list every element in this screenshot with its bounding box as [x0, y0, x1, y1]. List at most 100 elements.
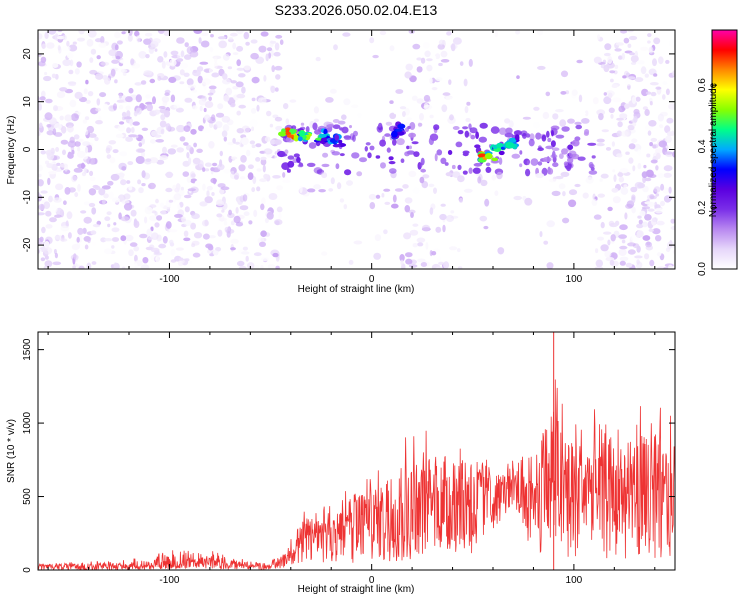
spectrogram-cell	[379, 30, 387, 36]
spectrogram-cell	[508, 120, 514, 128]
spectrogram-cell	[308, 142, 317, 149]
spectrogram-cell	[368, 193, 377, 200]
spectrogram-cell	[438, 62, 443, 67]
spectrogram-cell	[154, 134, 162, 138]
spectrogram-cell	[406, 145, 410, 150]
spectrogram-cell	[619, 224, 628, 231]
spectrogram-cell	[279, 153, 288, 157]
spectrogram-cell	[419, 162, 423, 167]
spectrogram-cell	[111, 237, 120, 242]
spectrogram-cell	[73, 253, 77, 260]
spectrogram-cell	[251, 144, 256, 149]
spectrogram-cell	[400, 158, 405, 163]
spectrogram-cell	[67, 52, 74, 59]
spectrogram-cell	[240, 155, 247, 163]
spectrogram-cell	[143, 70, 153, 76]
spectrogram-cell	[197, 75, 203, 84]
spectrogram-cell	[223, 136, 227, 142]
spectrogram-cell	[204, 196, 213, 204]
spectrogram-cell	[86, 125, 95, 134]
spectrogram-cell	[330, 177, 335, 185]
spectrogram-cell	[145, 54, 150, 59]
spectrogram-cell	[113, 103, 117, 111]
spectrogram-cell	[206, 190, 210, 197]
spectrogram-cell	[375, 194, 381, 199]
spectrogram-cell	[236, 45, 244, 52]
spectrogram-cell	[546, 130, 550, 138]
spectrogram-cell	[204, 162, 212, 167]
spectrogram-cell	[275, 265, 280, 269]
spectrogram-cell	[82, 119, 88, 124]
spectrogram-cell	[78, 265, 85, 269]
spectrogram-cell	[266, 110, 272, 117]
spectrogram-cell	[648, 120, 657, 127]
spectrogram-cell	[561, 126, 570, 132]
spectrogram-cell	[435, 226, 442, 233]
spectrogram-cell	[243, 65, 251, 71]
spectrogram-cell	[644, 253, 650, 260]
spectrogram-cell	[245, 41, 250, 46]
spectrogram-cell	[190, 222, 197, 230]
spectrogram-cell	[278, 212, 282, 220]
spectrogram-cell	[386, 147, 391, 153]
spectrogram-cell	[74, 192, 79, 198]
spectrogram-cell	[352, 134, 356, 142]
spectrogram-cell	[82, 141, 91, 147]
spectrogram-cell	[353, 130, 358, 137]
spectrogram-cell	[43, 201, 51, 209]
spectrogram-cell	[620, 30, 628, 34]
spectrogram-cell	[62, 34, 67, 41]
spectrogram-cell	[114, 44, 119, 51]
spectrogram-cell	[313, 106, 319, 114]
spectrogram-cell	[247, 262, 255, 269]
spectrogram-cell	[163, 110, 171, 118]
spectrogram-cell	[110, 68, 116, 77]
spectrogram-cell	[175, 107, 184, 113]
spectrogram-cell	[289, 99, 297, 103]
spectrogram-cell	[144, 32, 153, 37]
spectrogram-cell	[202, 183, 206, 191]
spectrogram-cell	[330, 88, 337, 94]
spectrogram-cell	[658, 56, 664, 65]
spectrogram-cell	[89, 170, 94, 177]
spectrogram-cell	[668, 103, 675, 110]
spectrogram-cell	[655, 86, 662, 90]
spectrogram-cell	[402, 111, 406, 117]
spectrogram-cell	[183, 54, 192, 60]
spectrogram-cell	[144, 206, 153, 215]
spectrogram-cell	[84, 116, 90, 121]
spectrogram-cell	[567, 144, 574, 150]
spectrogram-cell	[274, 116, 283, 122]
spectrogram-cell	[133, 246, 140, 252]
spectrogram-cell	[208, 235, 216, 239]
spectrogram-cell	[664, 151, 673, 155]
spectrogram-cell	[555, 134, 565, 139]
spectrogram-cell	[597, 236, 604, 241]
spectrogram-cell	[619, 113, 628, 119]
spectrogram-cell	[149, 157, 159, 164]
spectrogram-cell	[660, 200, 665, 207]
spectrogram-cell	[174, 187, 180, 193]
spectrogram-cell	[52, 128, 57, 136]
spectrogram-cell	[169, 239, 174, 245]
spectrogram-cell	[147, 236, 154, 240]
spectrogram-cell	[189, 171, 196, 179]
spectrogram-cell	[655, 165, 659, 171]
spectrogram-cell	[662, 81, 668, 86]
spectrogram-cell	[647, 201, 655, 207]
spectrogram-cell	[420, 168, 427, 173]
spectrogram-cell	[558, 183, 566, 190]
spectrogram-cell	[654, 207, 664, 214]
spectrogram-cell	[627, 249, 636, 255]
spectrogram-cell	[331, 151, 341, 156]
spectrogram-cell	[226, 230, 231, 238]
spectrogram-cell	[629, 52, 635, 56]
spectrogram-cell	[53, 105, 58, 112]
spectrogram-peak	[293, 134, 300, 142]
spectrogram-cell	[574, 121, 582, 125]
spectrogram-cell	[444, 162, 449, 166]
spectrogram-cell	[236, 260, 245, 267]
spectrogram-cell	[559, 153, 564, 160]
spectrogram-cell	[359, 157, 367, 163]
